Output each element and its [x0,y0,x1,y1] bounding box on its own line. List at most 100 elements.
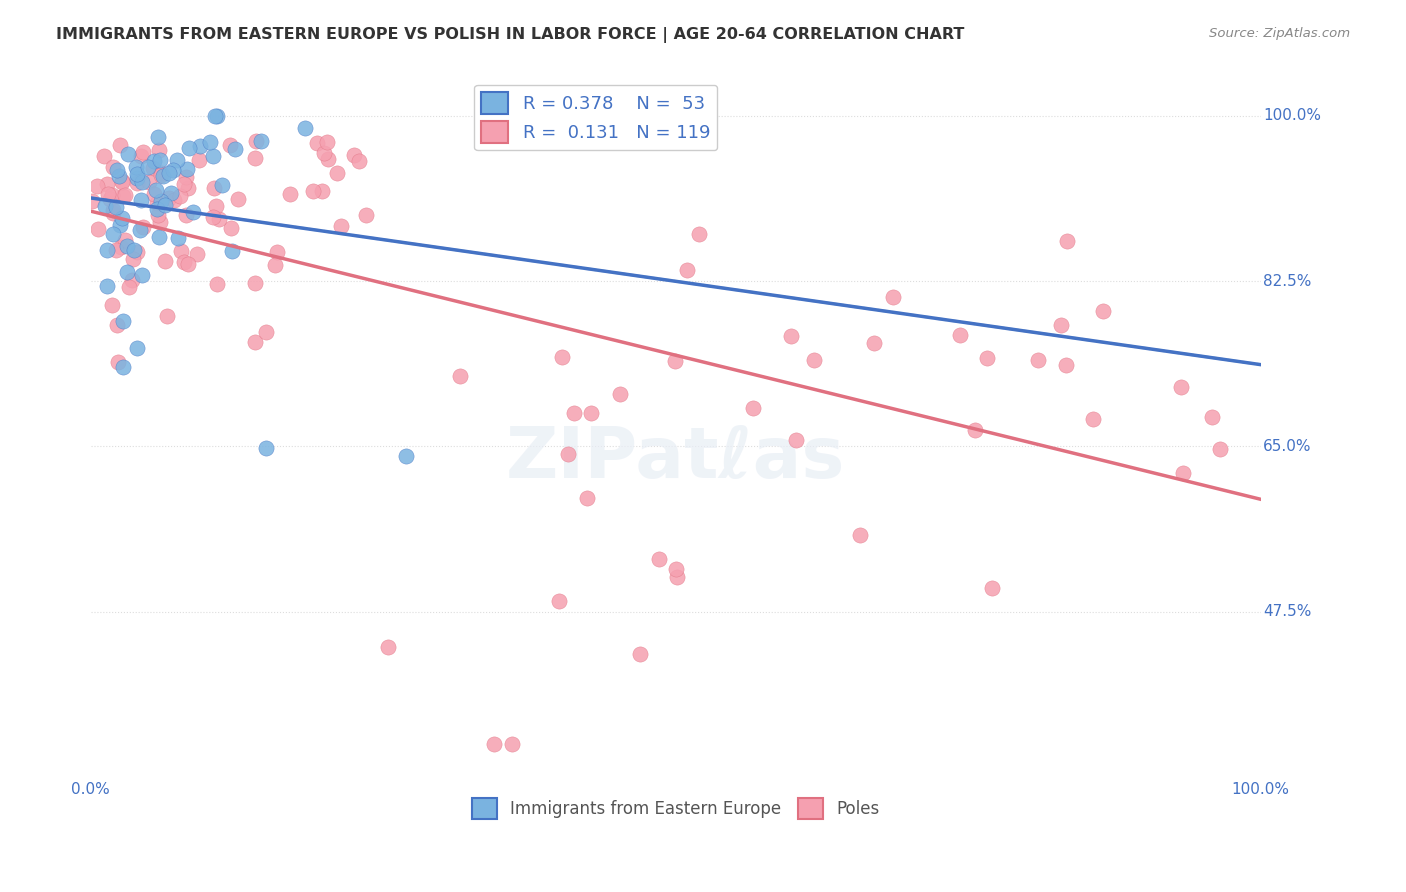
Point [981,581,1004,595]
Point [312,146,335,161]
Point [173,254,195,268]
Point [150,194,173,208]
Point [101,297,124,311]
Point [138,161,160,175]
Point [146,208,169,222]
Point [111,173,134,187]
Point [125,244,148,259]
Point [949,328,972,343]
Point [105,318,128,332]
Point [96,243,118,257]
Point [148,144,170,158]
Point [121,252,143,267]
Point [1054,358,1077,372]
Point [1056,235,1078,249]
Point [110,138,132,153]
Point [125,167,148,181]
Point [148,229,170,244]
Point [179,141,201,155]
Point [664,562,686,576]
Text: ZIPatℓas: ZIPatℓas [506,424,845,492]
Point [609,387,631,401]
Point [780,329,803,343]
Point [160,186,183,201]
Point [176,181,198,195]
Point [115,265,138,279]
Point [100,192,122,206]
Point [315,136,337,150]
Point [110,240,132,254]
Point [146,130,169,145]
Point [548,594,571,608]
Point [87,221,110,235]
Point [202,211,225,225]
Point [1092,304,1115,318]
Point [188,153,211,167]
Point [202,149,225,163]
Point [484,737,506,751]
Point [142,161,165,175]
Point [208,211,231,226]
Point [176,161,198,176]
Point [676,263,699,277]
Point [104,243,127,257]
Point [976,351,998,366]
Point [96,279,118,293]
Point [93,149,115,163]
Point [200,135,222,149]
Point [311,184,333,198]
Point [205,277,228,291]
Point [785,433,807,447]
Point [114,233,136,247]
Point [219,220,242,235]
Point [349,153,371,168]
Point [204,199,226,213]
Point [266,244,288,259]
Point [125,171,148,186]
Point [162,162,184,177]
Point [1081,411,1104,425]
Point [254,441,277,455]
Point [245,134,267,148]
Point [145,202,167,216]
Point [174,170,197,185]
Point [228,192,250,206]
Point [501,737,523,751]
Point [1201,409,1223,424]
Point [181,205,204,219]
Point [166,230,188,244]
Point [100,188,122,202]
Point [150,168,173,182]
Point [264,258,287,272]
Point [173,177,195,191]
Point [688,227,710,241]
Point [305,136,328,150]
Text: 82.5%: 82.5% [1263,274,1312,288]
Point [564,405,586,419]
Point [101,227,124,241]
Legend: Immigrants from Eastern Europe, Poles: Immigrants from Eastern Europe, Poles [465,791,886,825]
Point [111,360,134,375]
Point [156,309,179,323]
Point [557,447,579,461]
Point [1026,352,1049,367]
Point [105,162,128,177]
Point [125,176,148,190]
Point [219,138,242,153]
Point [155,198,177,212]
Point [110,211,132,225]
Point [155,253,177,268]
Point [316,153,339,167]
Point [741,401,763,415]
Point [301,184,323,198]
Point [648,551,671,566]
Point [101,160,124,174]
Text: 65.0%: 65.0% [1263,439,1312,454]
Point [125,341,148,355]
Point [176,208,198,222]
Point [204,109,226,123]
Point [243,151,266,165]
Point [326,165,349,179]
Point [96,178,118,192]
Point [94,199,117,213]
